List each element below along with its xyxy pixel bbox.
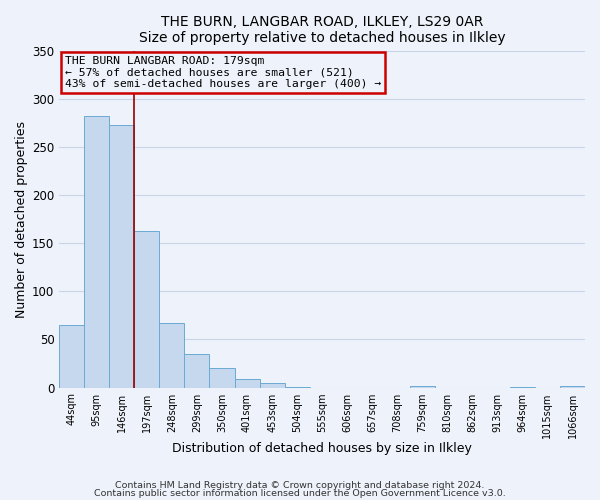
Bar: [260, 383, 284, 388]
Bar: [284, 386, 310, 388]
Bar: [134, 230, 160, 388]
Bar: [209, 368, 235, 388]
Y-axis label: Number of detached properties: Number of detached properties: [15, 120, 28, 318]
Bar: [560, 386, 585, 388]
Bar: [510, 386, 535, 388]
Text: Contains HM Land Registry data © Crown copyright and database right 2024.: Contains HM Land Registry data © Crown c…: [115, 480, 485, 490]
Title: THE BURN, LANGBAR ROAD, ILKLEY, LS29 0AR
Size of property relative to detached h: THE BURN, LANGBAR ROAD, ILKLEY, LS29 0AR…: [139, 15, 505, 45]
X-axis label: Distribution of detached houses by size in Ilkley: Distribution of detached houses by size …: [172, 442, 472, 455]
Bar: [235, 379, 260, 388]
Bar: [85, 116, 109, 388]
Bar: [184, 354, 209, 388]
Bar: [160, 323, 184, 388]
Text: THE BURN LANGBAR ROAD: 179sqm
← 57% of detached houses are smaller (521)
43% of : THE BURN LANGBAR ROAD: 179sqm ← 57% of d…: [65, 56, 381, 89]
Bar: [109, 124, 134, 388]
Bar: [59, 325, 85, 388]
Bar: [410, 386, 435, 388]
Text: Contains public sector information licensed under the Open Government Licence v3: Contains public sector information licen…: [94, 489, 506, 498]
